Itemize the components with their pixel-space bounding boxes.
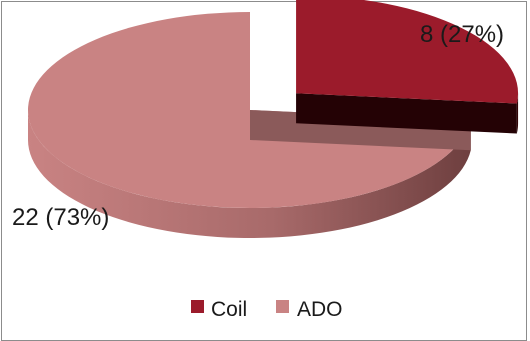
legend-label-ado: ADO (297, 298, 343, 321)
legend-swatch-coil (191, 300, 204, 313)
pie-slice-coil-side (516, 93, 519, 134)
data-label-coil: 8 (27%) (420, 21, 504, 48)
legend-swatch-ado (276, 300, 289, 313)
legend-label-coil: Coil (211, 298, 247, 321)
pie-chart: 8 (27%) 22 (73%) Coil ADO (12, 0, 519, 321)
legend: Coil ADO (191, 298, 343, 321)
pie-slice-ado-side (27, 110, 471, 239)
pie-slice-ado (27, 12, 471, 209)
pie-slice-coil-cut-face (296, 93, 517, 134)
pie-slice-coil (296, 0, 519, 104)
data-label-ado: 22 (73%) (12, 204, 109, 231)
